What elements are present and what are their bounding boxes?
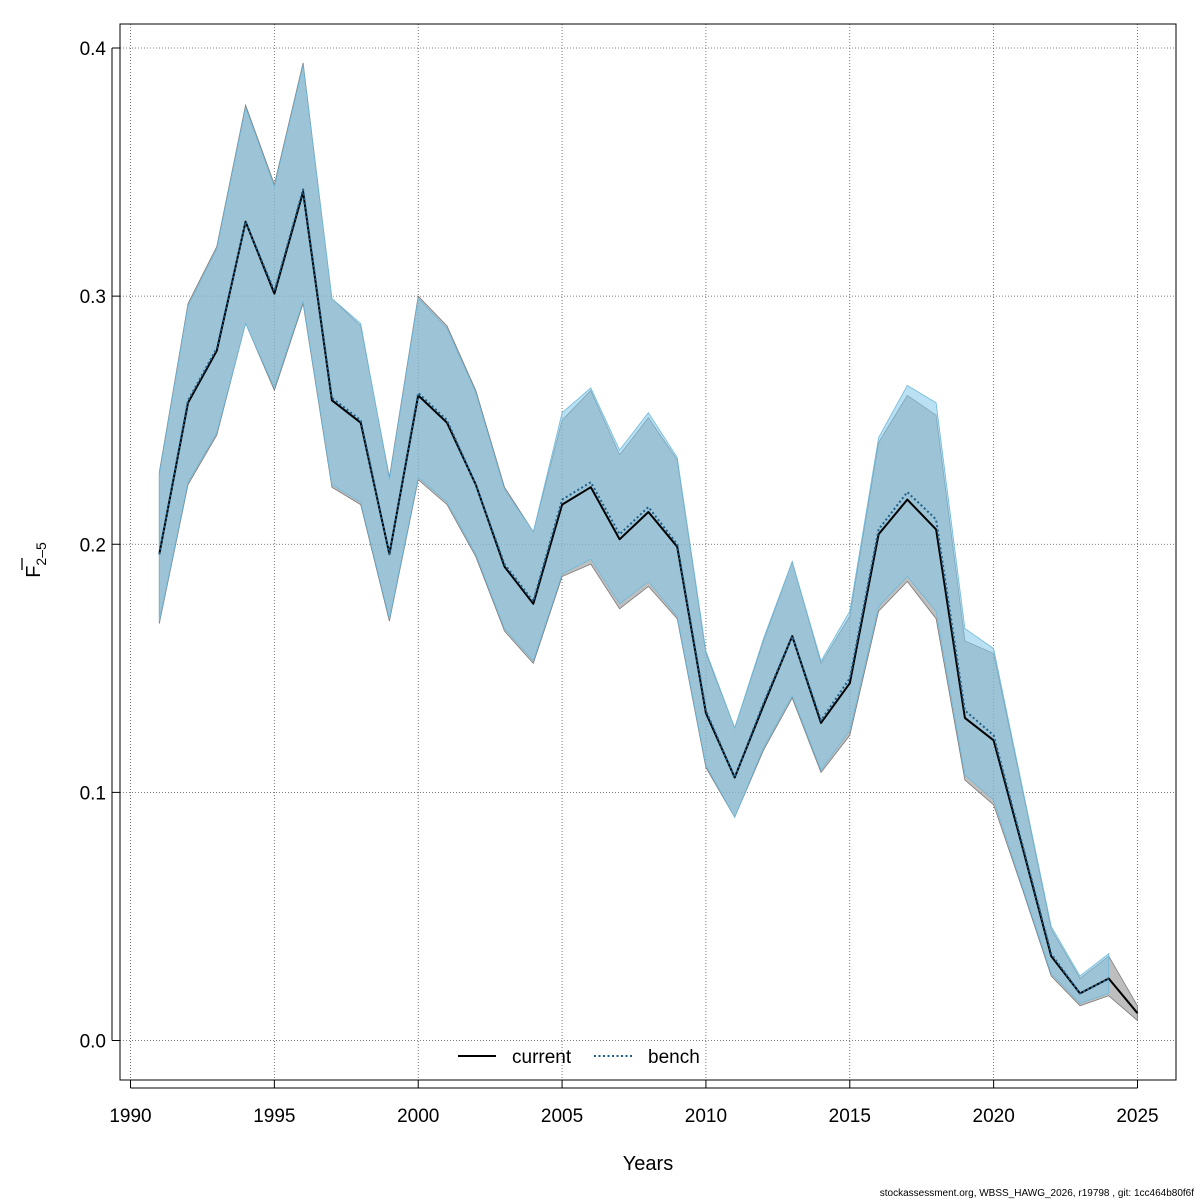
x-tick-label: 2000 xyxy=(397,1106,439,1127)
plot-frame xyxy=(119,23,1177,1081)
y-axis: 0.0 0.1 0.2 0.3 0.4 xyxy=(80,39,120,1053)
x-tick-label: 2005 xyxy=(541,1106,583,1127)
series-line-bench xyxy=(158,188,1110,995)
y-tick-label: 0.2 xyxy=(80,535,106,556)
legend-label-current: current xyxy=(512,1047,572,1068)
legend-label-bench: bench xyxy=(648,1047,700,1068)
series-line-current xyxy=(158,190,1139,1014)
y-tick-label: 0.3 xyxy=(80,287,106,308)
y-axis-title-main: F xyxy=(23,566,45,578)
y-axis-title: F2–5 xyxy=(21,542,49,578)
svg-text:F2–5: F2–5 xyxy=(23,542,49,578)
x-tick-label: 1995 xyxy=(253,1106,295,1127)
series-lines xyxy=(158,188,1139,1014)
x-axis-title: Years xyxy=(623,1153,673,1175)
y-tick-label: 0.4 xyxy=(80,39,107,60)
x-tick-label: 2025 xyxy=(1116,1106,1158,1127)
x-tick-label: 2015 xyxy=(829,1106,871,1127)
y-axis-title-subscript: 2–5 xyxy=(33,542,49,566)
y-tick-label: 0.0 xyxy=(80,1032,106,1053)
x-axis: 1990 1995 2000 2005 2010 2015 2020 2025 xyxy=(109,1080,1159,1127)
legend: current bench xyxy=(458,1047,700,1068)
x-tick-label: 2010 xyxy=(685,1106,727,1127)
x-tick-label: 2020 xyxy=(973,1106,1015,1127)
y-tick-label: 0.1 xyxy=(80,783,106,804)
confidence-bands xyxy=(158,62,1138,1022)
x-tick-label: 1990 xyxy=(109,1106,151,1127)
footer-attribution: stockassessment.org, WBSS_HAWG_2026, r19… xyxy=(880,1188,1194,1199)
confidence-band-bench xyxy=(158,65,1110,1004)
